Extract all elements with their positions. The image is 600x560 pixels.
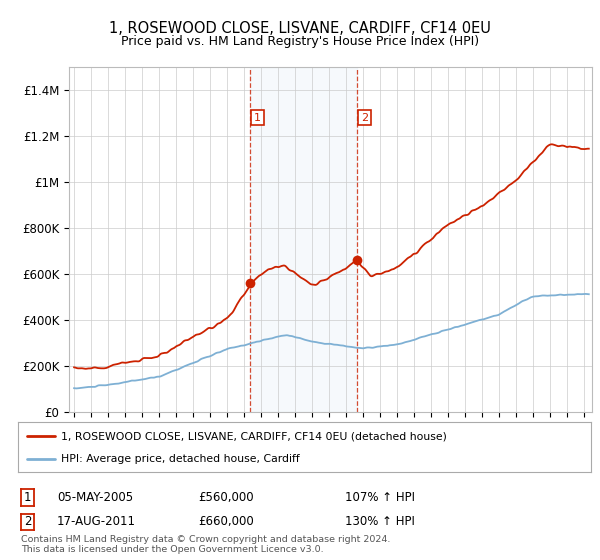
Text: 107% ↑ HPI: 107% ↑ HPI [345,491,415,504]
Text: £560,000: £560,000 [198,491,254,504]
Bar [250,67,356,412]
Text: 1: 1 [254,113,261,123]
Text: 2: 2 [361,113,368,123]
Text: 1: 1 [24,491,31,504]
Text: Contains HM Land Registry data © Crown copyright and database right 2024.: Contains HM Land Registry data © Crown c… [21,535,391,544]
Text: HPI: Average price, detached house, Cardiff: HPI: Average price, detached house, Card… [61,454,300,464]
Text: 05-MAY-2005: 05-MAY-2005 [57,491,133,504]
Text: 1, ROSEWOOD CLOSE, LISVANE, CARDIFF, CF14 0EU: 1, ROSEWOOD CLOSE, LISVANE, CARDIFF, CF1… [109,21,491,36]
Text: £660,000: £660,000 [198,515,254,529]
Text: Price paid vs. HM Land Registry's House Price Index (HPI): Price paid vs. HM Land Registry's House … [121,35,479,48]
Text: 1, ROSEWOOD CLOSE, LISVANE, CARDIFF, CF14 0EU (detached house): 1, ROSEWOOD CLOSE, LISVANE, CARDIFF, CF1… [61,431,447,441]
Text: This data is licensed under the Open Government Licence v3.0.: This data is licensed under the Open Gov… [21,545,323,554]
Text: 17-AUG-2011: 17-AUG-2011 [57,515,136,529]
Text: 130% ↑ HPI: 130% ↑ HPI [345,515,415,529]
Text: 2: 2 [24,515,31,529]
